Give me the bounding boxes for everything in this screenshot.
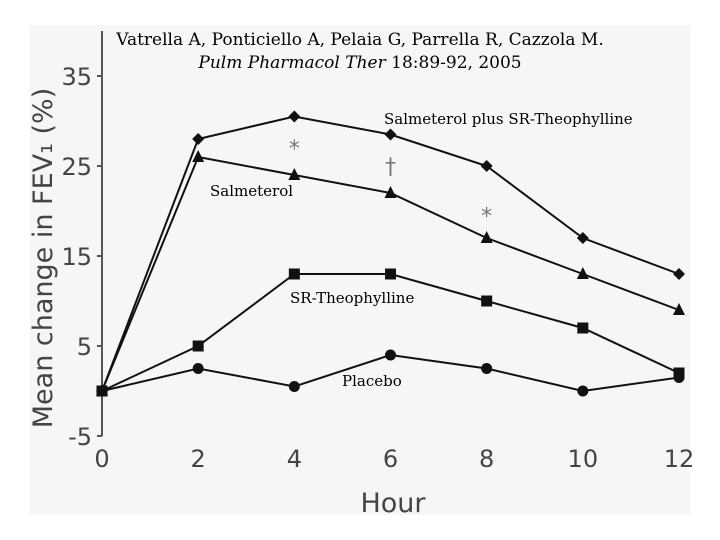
data-point-placebo [96,385,108,397]
significance-marker: † [385,155,396,180]
x-tick-label: 8 [479,445,494,473]
significance-marker: * [289,137,300,162]
series-label: Salmeterol [210,182,293,200]
series-label: Salmeterol plus SR-Theophylline [384,110,633,128]
data-point-placebo [481,363,493,374]
data-point-sr-theophylline [577,322,589,334]
data-point-salmeterol [192,150,205,162]
x-tick-label: 10 [568,445,599,473]
data-point-placebo [385,349,396,361]
data-point-placebo [288,381,300,392]
y-tick-label: 5 [77,333,92,361]
data-point-salmeterol [480,231,493,243]
y-axis-title: Mean change in FEV₁ (%) [28,88,59,428]
data-point-salmeterol-plus-sr-theophylline [288,110,301,123]
journal-volume-pages: 18:89-92, 2005 [385,53,522,73]
series-salmeterol [96,150,685,396]
series-label: Placebo [342,372,402,390]
x-axis-title: Hour [360,488,426,519]
data-point-salmeterol-plus-sr-theophylline [384,128,397,141]
data-point-sr-theophylline [481,295,493,307]
series-placebo [96,349,685,397]
data-point-sr-theophylline [385,268,396,280]
data-point-salmeterol [673,303,685,315]
x-tick-label: 4 [287,445,302,473]
y-tick-label: 15 [61,243,92,271]
x-tick-label: 6 [383,445,398,473]
data-point-salmeterol-plus-sr-theophylline [192,133,205,145]
data-point-salmeterol-plus-sr-theophylline [673,268,685,280]
series-label: SR-Theophylline [290,289,414,307]
chart-panel [30,25,690,515]
y-tick-label: 35 [61,63,92,91]
x-tick-label: 0 [94,445,109,473]
data-point-placebo [673,372,685,383]
citation-authors: Vatrella A, Ponticiello A, Pelaia G, Par… [116,30,604,50]
significance-marker: * [481,205,492,230]
data-point-placebo [192,363,204,374]
data-point-salmeterol [288,168,301,180]
data-point-sr-theophylline [288,268,300,280]
data-point-salmeterol-plus-sr-theophylline [576,232,589,244]
data-point-salmeterol-plus-sr-theophylline [480,160,493,172]
y-tick-label: -5 [68,423,92,451]
data-point-salmeterol [576,267,589,279]
y-tick-label: 25 [61,153,92,181]
x-tick-label: 2 [191,445,206,473]
journal-name: Pulm Pharmacol Ther [198,53,386,73]
x-tick-label: 12 [664,445,695,473]
data-point-salmeterol [384,186,397,198]
data-point-sr-theophylline [192,340,204,352]
data-point-placebo [577,385,589,397]
citation-journal: Pulm Pharmacol Ther 18:89-92, 2005 [0,53,720,73]
